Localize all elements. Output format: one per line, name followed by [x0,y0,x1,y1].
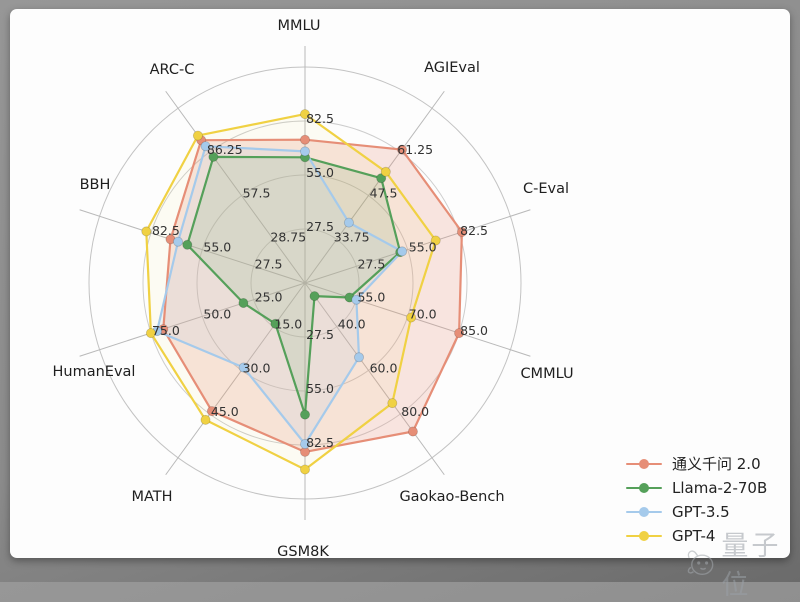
svg-text:40.0: 40.0 [338,317,366,332]
svg-text:55.0: 55.0 [409,240,437,255]
svg-text:57.5: 57.5 [243,186,271,201]
legend-label: GPT-3.5 [672,502,730,521]
radar-tick-labels: 27.5 55.0 82.5 33.75 47.5 61.25 27.5 55.0 82.5 55… [152,111,488,450]
svg-text:15.0: 15.0 [274,317,302,332]
legend-label: 通义千问 2.0 [672,455,761,473]
svg-text:82.5: 82.5 [152,223,180,238]
svg-text:55.0: 55.0 [203,240,231,255]
svg-text:75.0: 75.0 [152,323,180,338]
svg-text:47.5: 47.5 [370,186,398,201]
svg-text:27.5: 27.5 [357,256,385,271]
axis-label-arc-c: ARC-C [150,62,195,78]
legend: 通义千问 2.0 Llama-2-70B GPT-3.5 GPT-4 [626,454,796,545]
svg-text:82.5: 82.5 [306,111,334,126]
svg-text:30.0: 30.0 [243,360,271,375]
svg-text:27.5: 27.5 [255,256,283,271]
svg-text:61.25: 61.25 [397,142,433,157]
svg-text:82.5: 82.5 [306,435,334,450]
legend-label: GPT-4 [672,526,716,545]
legend-line-marker-icon [626,482,662,494]
svg-text:55.0: 55.0 [357,290,385,305]
svg-text:70.0: 70.0 [409,306,437,321]
svg-text:55.0: 55.0 [306,381,334,396]
svg-text:25.0: 25.0 [255,290,283,305]
svg-text:80.0: 80.0 [401,404,429,419]
radar-data-points [141,109,467,475]
legend-item[interactable]: Llama-2-70B [626,478,796,497]
axis-label-c-eval: C-Eval [523,181,569,197]
svg-text:82.5: 82.5 [460,223,488,238]
svg-text:55.0: 55.0 [306,165,334,180]
svg-text:27.5: 27.5 [306,219,334,234]
axis-label-math: MATH [131,489,172,505]
axis-label-bbh: BBH [80,177,111,193]
radar-series-fills [146,114,462,470]
svg-text:33.75: 33.75 [334,229,370,244]
legend-line-marker-icon [626,530,662,542]
axis-label-mmlu: MMLU [278,18,321,34]
radar-axis-labels: MMLU AGIEval C-Eval CMMLU Gaokao-Bench GSM8K M… [53,18,574,560]
axis-label-gaokao-bench: Gaokao-Bench [399,489,504,505]
legend-item[interactable]: GPT-4 [626,526,796,545]
svg-text:28.75: 28.75 [270,229,306,244]
svg-text:86.25: 86.25 [207,142,243,157]
axis-label-cmmlu: CMMLU [520,366,573,382]
svg-text:27.5: 27.5 [306,327,334,342]
legend-item[interactable]: 通义千问 2.0 [626,454,796,473]
svg-text:85.0: 85.0 [460,323,488,338]
axis-label-gsm8k: GSM8K [277,544,329,560]
svg-text:50.0: 50.0 [203,306,231,321]
svg-text:60.0: 60.0 [370,360,398,375]
svg-text:45.0: 45.0 [211,404,239,419]
axis-label-humaneval: HumanEval [53,364,136,380]
legend-item[interactable]: GPT-3.5 [626,502,796,521]
axis-label-agieval: AGIEval [424,60,480,76]
legend-line-marker-icon [626,506,662,518]
legend-line-marker-icon [626,458,662,470]
chart-card [10,9,790,558]
radar-chart: 27.5 55.0 82.5 33.75 47.5 61.25 27.5 55.0 82.5 55… [53,18,574,560]
legend-label: Llama-2-70B [672,478,768,497]
